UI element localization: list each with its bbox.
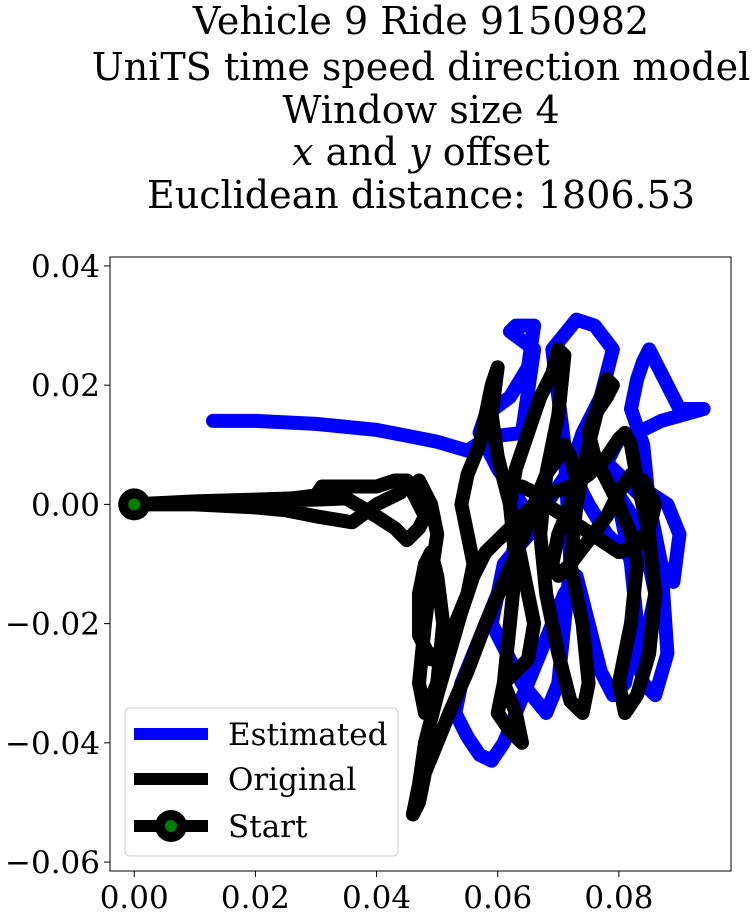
title-line-1: Vehicle 9 Ride 9150982	[192, 0, 649, 43]
legend-original-label: Original	[228, 762, 356, 798]
y-tick-label: −0.04	[5, 726, 100, 762]
series-line-original	[127, 342, 663, 822]
x-tick-label: 0.06	[463, 880, 532, 916]
y-tick-label: 0.02	[31, 368, 100, 404]
legend-box	[124, 707, 399, 857]
plot-frame	[109, 256, 732, 872]
x-tick-label: 0.02	[221, 880, 290, 916]
series-layer	[127, 312, 711, 822]
title-line-5: Euclidean distance: 1806.53	[147, 173, 695, 217]
chart-title: Vehicle 9 Ride 9150982 UniTS time speed …	[92, 0, 751, 217]
y-tick-label: 0.00	[31, 487, 100, 523]
y-axis: 0.04 0.02 0.00 −0.02 −0.04 −0.06	[5, 249, 110, 881]
title-line-4: x and y offset	[292, 130, 550, 174]
title-line-3: Window size 4	[282, 88, 559, 132]
legend: Estimated Original Start	[124, 707, 399, 857]
x-axis: 0.00 0.02 0.04 0.06 0.08	[100, 871, 653, 916]
x-tick-label: 0.00	[100, 880, 169, 916]
start-marker-layer	[118, 488, 151, 521]
y-tick-label: −0.06	[5, 845, 100, 881]
y-tick-label: 0.04	[31, 249, 100, 285]
y-tick-label: −0.02	[5, 607, 100, 643]
title-line-2: UniTS time speed direction model	[92, 45, 751, 89]
legend-start-marker-dot	[165, 820, 177, 832]
legend-estimated-label: Estimated	[228, 717, 387, 753]
x-tick-label: 0.08	[584, 880, 653, 916]
legend-start-label: Start	[228, 809, 308, 845]
x-tick-label: 0.04	[342, 880, 411, 916]
start-marker-dot	[128, 498, 141, 511]
